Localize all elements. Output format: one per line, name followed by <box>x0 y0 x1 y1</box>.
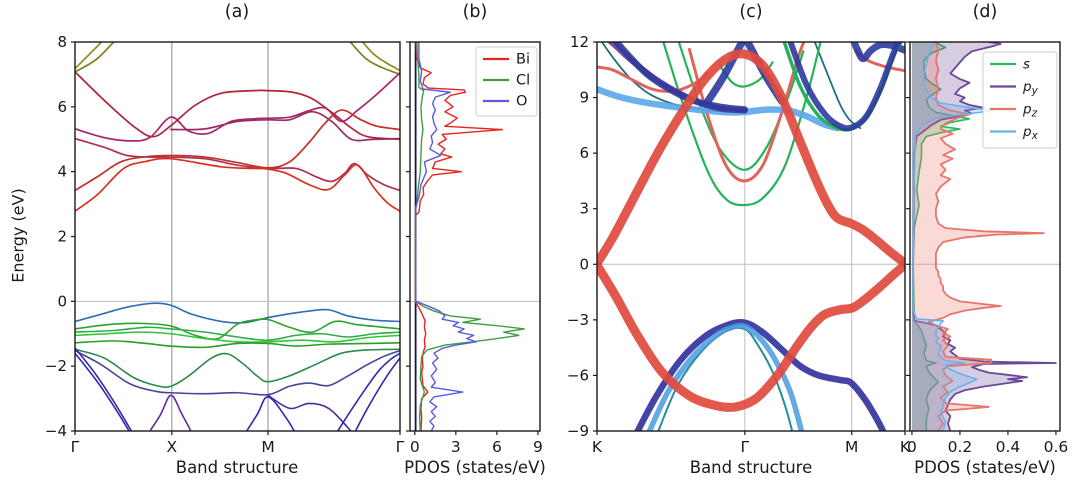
xtick-d: 0.2 <box>948 438 973 456</box>
panel-c-data <box>597 42 905 431</box>
legend-label-s: s <box>1023 57 1030 73</box>
xtick-d: 0.6 <box>1044 438 1069 456</box>
ytick-c: 6 <box>579 144 589 162</box>
panel-a-data <box>75 42 400 431</box>
panel-c-title: (c) <box>739 2 763 22</box>
x-axis-label-pdos-d: PDOS (states/eV) <box>914 458 1056 477</box>
panel-b: 0 3 6 9 Bi Cl O <box>406 41 543 456</box>
xtick-d: 0.4 <box>996 438 1021 456</box>
xtick-a: Γ <box>71 438 80 456</box>
ytick-a: −4 <box>45 422 67 440</box>
xtick-a: Γ <box>396 438 405 456</box>
xtick-c: K <box>900 438 911 456</box>
panel-d-title: (d) <box>972 2 998 22</box>
xtick-c: M <box>845 438 858 456</box>
ytick-a: −2 <box>45 357 67 375</box>
xtick-a: X <box>167 438 178 456</box>
legend-label-O: O <box>516 94 527 110</box>
xtick-c: Γ <box>741 438 750 456</box>
ytick-a: 2 <box>57 228 67 246</box>
xtick-d: 0 <box>907 438 917 456</box>
x-axis-label-band-a: Band structure <box>175 458 299 477</box>
x-axis-label-pdos-b: PDOS (states/eV) <box>404 458 546 477</box>
panel-a-title: (a) <box>224 2 250 22</box>
ytick-c: 9 <box>579 89 589 107</box>
ytick-c: 0 <box>579 255 589 273</box>
panel-b-title: (b) <box>462 2 488 22</box>
ytick-c: −9 <box>567 422 589 440</box>
xtick-b: 9 <box>533 438 543 456</box>
panel-d-data <box>911 42 1057 431</box>
ytick-c: 12 <box>570 33 589 51</box>
ytick-a: 8 <box>57 33 67 51</box>
xtick-b: 6 <box>492 438 502 456</box>
ytick-a: 0 <box>57 292 67 310</box>
ytick-c: −6 <box>567 366 589 384</box>
xtick-b: 3 <box>451 438 461 456</box>
ytick-c: 3 <box>579 200 589 218</box>
panel-b-data <box>414 42 525 431</box>
legend-b: Bi Cl O <box>475 46 538 117</box>
ytick-c: −3 <box>567 311 589 329</box>
legend-label-Cl: Cl <box>516 73 530 89</box>
legend-label-Bi: Bi <box>516 52 530 68</box>
ytick-a: 4 <box>57 163 67 181</box>
xtick-c: K <box>592 438 603 456</box>
y-axis-label-energy: Energy (eV) <box>8 188 28 283</box>
ytick-a: 6 <box>57 98 67 116</box>
xtick-a: M <box>261 438 274 456</box>
x-axis-label-band-c: Band structure <box>689 458 813 477</box>
xtick-b: 0 <box>410 438 420 456</box>
